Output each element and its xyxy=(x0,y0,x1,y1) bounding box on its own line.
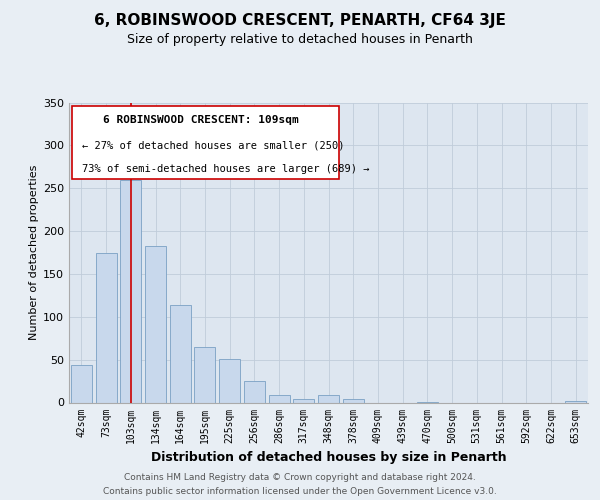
Bar xyxy=(343,399,364,402)
Y-axis label: Number of detached properties: Number of detached properties xyxy=(29,165,39,340)
Bar xyxy=(219,359,240,403)
Bar xyxy=(170,305,191,402)
Text: Contains HM Land Registry data © Crown copyright and database right 2024.: Contains HM Land Registry data © Crown c… xyxy=(124,472,476,482)
Bar xyxy=(269,395,290,402)
Text: 73% of semi-detached houses are larger (689) →: 73% of semi-detached houses are larger (… xyxy=(82,164,370,174)
Text: Contains public sector information licensed under the Open Government Licence v3: Contains public sector information licen… xyxy=(103,488,497,496)
Text: 6, ROBINSWOOD CRESCENT, PENARTH, CF64 3JE: 6, ROBINSWOOD CRESCENT, PENARTH, CF64 3J… xyxy=(94,12,506,28)
Text: 6 ROBINSWOOD CRESCENT: 109sqm: 6 ROBINSWOOD CRESCENT: 109sqm xyxy=(103,114,298,124)
Bar xyxy=(244,381,265,402)
Text: ← 27% of detached houses are smaller (250): ← 27% of detached houses are smaller (25… xyxy=(82,140,344,150)
Bar xyxy=(120,180,141,402)
Bar xyxy=(565,401,586,402)
Bar xyxy=(318,395,339,402)
Text: Size of property relative to detached houses in Penarth: Size of property relative to detached ho… xyxy=(127,32,473,46)
Bar xyxy=(293,399,314,402)
X-axis label: Distribution of detached houses by size in Penarth: Distribution of detached houses by size … xyxy=(151,451,506,464)
Bar xyxy=(95,252,116,402)
FancyBboxPatch shape xyxy=(71,106,339,179)
Bar xyxy=(145,246,166,402)
Bar xyxy=(71,365,92,403)
Bar xyxy=(194,347,215,403)
